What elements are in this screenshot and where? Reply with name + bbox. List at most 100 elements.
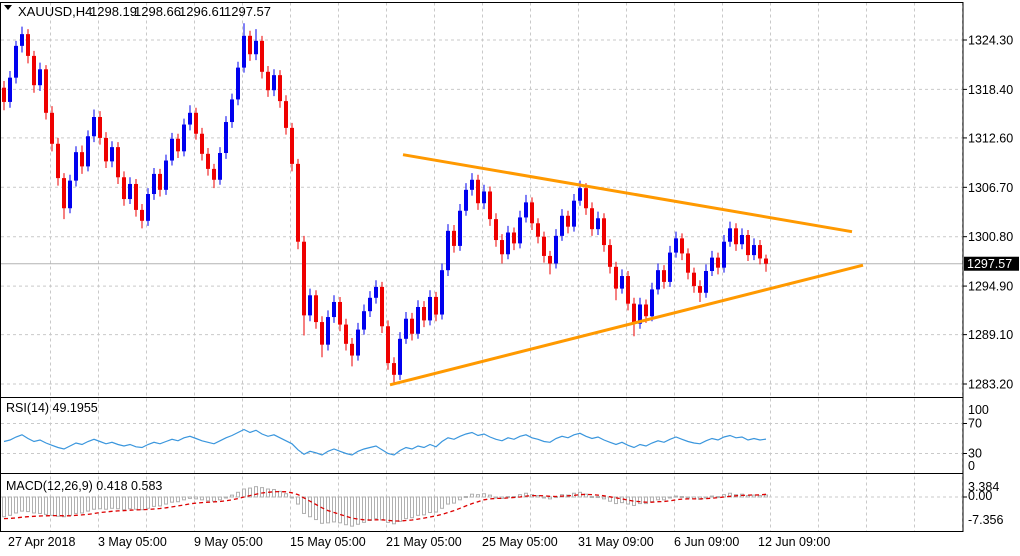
- macd-histogram-bar: [134, 496, 138, 510]
- bull-candle-body: [560, 215, 564, 236]
- bull-candle-body: [464, 189, 468, 211]
- price-tick-label: 1283.20: [968, 378, 1013, 392]
- current-price-label: 1297.57: [967, 257, 1012, 271]
- candlestick-plot[interactable]: [2, 23, 768, 385]
- bear-candle-body: [290, 127, 294, 164]
- bull-candle-body: [20, 34, 24, 46]
- macd-histogram-bar: [536, 495, 540, 498]
- bull-candle-body: [326, 317, 330, 345]
- bear-candle-body: [548, 255, 552, 264]
- bear-candle-body: [350, 343, 354, 356]
- macd-histogram-bar: [284, 493, 288, 498]
- time-tick-label: 25 May 05:00: [482, 535, 558, 549]
- bear-candle-body: [314, 295, 318, 323]
- macd-histogram-bar: [374, 496, 378, 520]
- bull-candle-body: [182, 124, 186, 152]
- bull-candle-body: [668, 252, 672, 282]
- macd-histogram-bar: [56, 496, 60, 517]
- grid-lines: [1, 2, 963, 532]
- bear-candle-body: [488, 191, 492, 220]
- bull-candle-body: [308, 295, 312, 316]
- bear-candle-body: [320, 322, 324, 345]
- bull-candle-body: [374, 286, 378, 298]
- macd-histogram-bar: [680, 496, 684, 499]
- macd-histogram-bar: [614, 496, 618, 505]
- macd-histogram-bar: [140, 496, 144, 511]
- time-tick-label: 6 Jun 09:00: [674, 535, 739, 549]
- bear-candle-body: [632, 303, 636, 324]
- macd-histogram-bar: [428, 496, 432, 514]
- macd-histogram-bar: [482, 493, 486, 498]
- bear-candle-body: [692, 272, 696, 287]
- bear-candle-body: [512, 232, 516, 244]
- bull-candle-body: [74, 152, 78, 181]
- bull-candle-body: [188, 112, 192, 125]
- macd-tick-label: 0.00: [968, 489, 992, 503]
- bear-candle-body: [542, 236, 546, 256]
- trendline-lower-triangle-support[interactable]: [389, 263, 864, 387]
- macd-histogram-bar: [668, 496, 672, 499]
- macd-histogram-bar: [662, 496, 666, 501]
- bear-candle-body: [50, 112, 54, 144]
- macd-plot[interactable]: [2, 486, 768, 527]
- bear-candle-body: [644, 304, 648, 317]
- bull-candle-body: [230, 99, 234, 123]
- macd-histogram-bar: [440, 496, 444, 509]
- macd-histogram-bar: [50, 496, 54, 516]
- bear-candle-body: [590, 208, 594, 230]
- macd-histogram-bar: [386, 496, 390, 523]
- bull-candle-body: [728, 228, 732, 242]
- macd-histogram-bar: [488, 494, 492, 498]
- bear-candle-body: [104, 137, 108, 162]
- bear-candle-body: [98, 117, 102, 138]
- time-tick-label: 9 May 05:00: [194, 535, 263, 549]
- macd-histogram-bar: [500, 496, 504, 499]
- bear-candle-body: [626, 276, 630, 304]
- macd-histogram-bar: [14, 496, 18, 514]
- bear-candle-body: [338, 301, 342, 325]
- macd-histogram-bar: [266, 488, 270, 498]
- macd-histogram-bar: [338, 496, 342, 524]
- bull-candle-body: [92, 117, 96, 137]
- macd-histogram-bar: [350, 496, 354, 527]
- bull-candle-body: [470, 179, 474, 190]
- main-panel-border: [0, 2, 964, 398]
- bear-candle-body: [392, 363, 396, 375]
- rsi-tick-label: 70: [968, 417, 982, 431]
- bear-candle-body: [26, 34, 30, 56]
- bull-candle-body: [404, 318, 408, 339]
- macd-histogram-bar: [542, 496, 546, 499]
- macd-histogram-bar: [26, 496, 30, 513]
- macd-histogram-bar: [476, 494, 480, 498]
- bull-candle-body: [458, 210, 462, 246]
- bull-candle-body: [704, 271, 708, 293]
- macd-histogram-bar: [152, 496, 156, 507]
- macd-histogram-bar: [194, 496, 198, 500]
- macd-histogram-bar: [422, 496, 426, 516]
- rsi-line: [3, 428, 767, 456]
- bear-candle-body: [212, 168, 216, 180]
- macd-histogram-bar: [98, 496, 102, 510]
- bear-candle-body: [194, 112, 198, 134]
- trendline-upper-triangle-resistance[interactable]: [402, 153, 853, 234]
- macd-histogram-bar: [650, 496, 654, 503]
- bull-candle-body: [554, 235, 558, 264]
- macd-histogram-bar: [416, 496, 420, 516]
- bear-candle-body: [452, 230, 456, 246]
- macd-histogram-bar: [752, 494, 756, 498]
- current-price-marker: [964, 256, 1019, 271]
- macd-histogram-bar: [8, 496, 12, 516]
- bull-candle-body: [152, 173, 156, 195]
- macd-histogram-bar: [170, 496, 174, 503]
- macd-histogram-bar: [68, 496, 72, 516]
- bear-candle-body: [260, 40, 264, 72]
- macd-histogram-bar: [320, 496, 324, 524]
- macd-histogram-bar: [638, 496, 642, 505]
- macd-histogram-bar: [104, 496, 108, 510]
- rsi-plot[interactable]: [3, 428, 767, 456]
- macd-histogram-bar: [146, 496, 150, 509]
- macd-histogram-bar: [392, 496, 396, 525]
- macd-histogram-bar: [200, 496, 204, 501]
- bull-candle-body: [596, 218, 600, 230]
